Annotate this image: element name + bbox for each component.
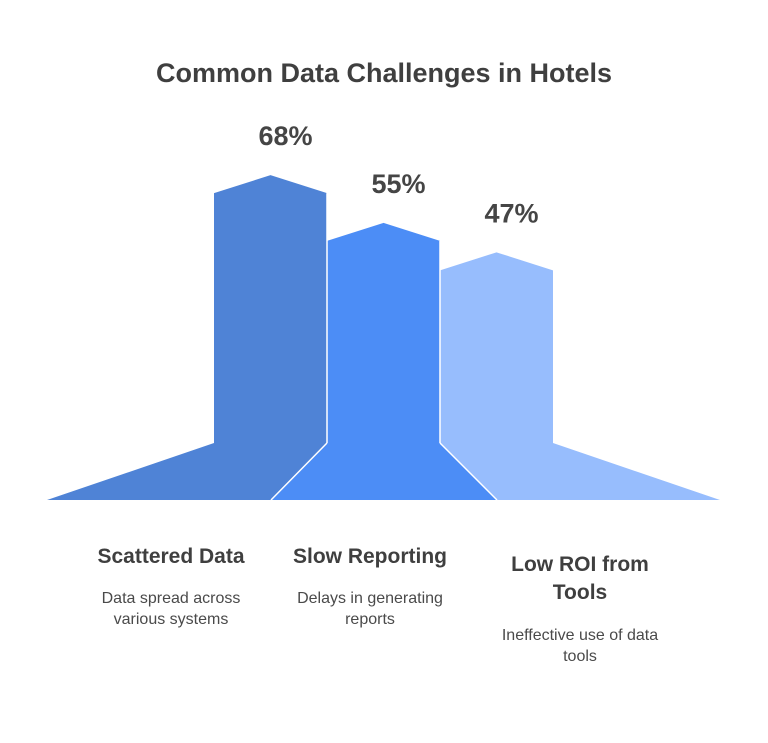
category-description: Delays in generating reports	[297, 590, 443, 628]
value-label-scattered-data: 68%	[258, 121, 312, 151]
bar-base-scattered-data	[47, 443, 327, 500]
category-label: Scattered Data	[97, 545, 245, 568]
bar-low-roi	[440, 252, 553, 443]
bases-group	[47, 442, 720, 501]
bar-base-slow-reporting	[271, 443, 497, 500]
bars-group	[214, 175, 553, 443]
category-scattered-data: Scattered Data Data spread across variou…	[71, 543, 271, 630]
base-separator	[270, 442, 328, 501]
category-description: Ineffective use of data tools	[501, 627, 659, 665]
value-labels-group: 68% 55% 47%	[258, 121, 538, 228]
category-low-roi: Low ROI from Tools Ineffective use of da…	[480, 551, 680, 667]
base-separator	[439, 442, 498, 501]
bar-slow-reporting	[327, 222, 440, 443]
category-label: Low ROI from Tools	[511, 553, 649, 604]
category-label: Slow Reporting	[293, 545, 447, 568]
category-description: Data spread across various systems	[101, 590, 241, 628]
value-label-slow-reporting: 55%	[371, 169, 425, 199]
bar-base-low-roi	[440, 443, 720, 500]
bar-scattered-data	[214, 175, 327, 443]
chart-title: Common Data Challenges in Hotels	[155, 58, 613, 88]
value-label-low-roi: 47%	[484, 198, 538, 228]
category-slow-reporting: Slow Reporting Delays in generating repo…	[270, 543, 470, 630]
